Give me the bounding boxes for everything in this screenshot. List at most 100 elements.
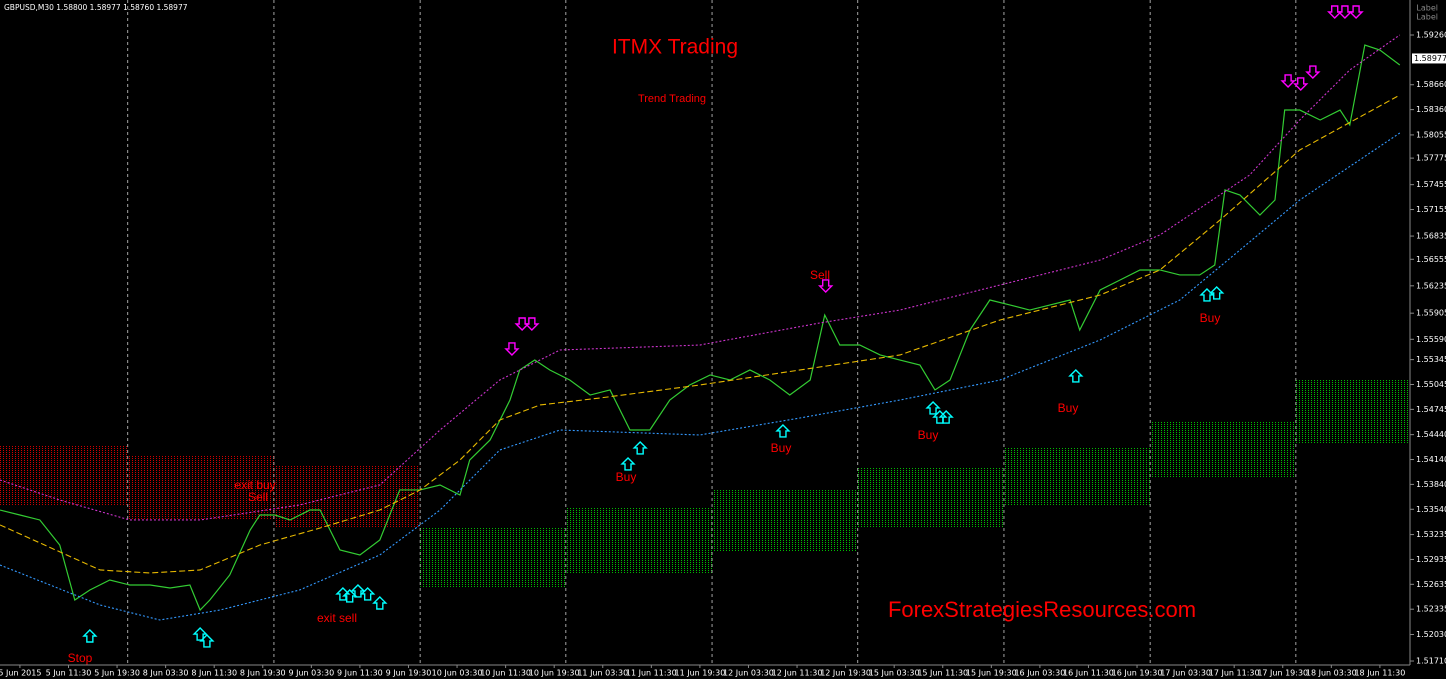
series-line: [0, 44, 1401, 612]
annotation: Buy: [1058, 401, 1079, 415]
y-tick-label: 1.55345: [1416, 355, 1446, 364]
y-tick-label: 1.55045: [1416, 380, 1446, 389]
watermark: ForexStrategiesResources.com: [888, 597, 1196, 622]
buy-arrow: [372, 596, 388, 610]
x-tick-label: 16 Jun 03:30: [1014, 669, 1065, 678]
y-tick-label: 1.59260: [1416, 30, 1446, 39]
zone: [127, 454, 274, 520]
sell-arrow: [1293, 77, 1309, 91]
zone: [420, 527, 566, 588]
sell-arrow: [818, 279, 834, 293]
x-tick-label: 12 Jun 03:30: [723, 669, 774, 678]
y-tick-label: 1.57455: [1416, 180, 1446, 189]
x-tick-label: 11 Jun 19:30: [674, 669, 725, 678]
x-tick-label: 9 Jun 19:30: [386, 669, 432, 678]
annotation: Stop: [68, 651, 93, 665]
y-tick-label: 1.55905: [1416, 309, 1446, 318]
y-tick-label: 1.52335: [1416, 605, 1446, 614]
x-tick-label: 15 Jun 11:30: [917, 669, 968, 678]
zone: [857, 466, 1004, 528]
annotation: exit buy: [234, 478, 275, 492]
sell-arrow: [524, 317, 540, 332]
x-tick-label: 5 Jun 19:30: [94, 669, 140, 678]
y-tick-label: 1.54745: [1416, 405, 1446, 414]
buy-arrow: [932, 410, 948, 424]
x-tick-label: 8 Jun 19:30: [240, 669, 286, 678]
x-tick-label: 8 Jun 03:30: [143, 669, 189, 678]
x-tick-label: 18 Jun 03:30: [1306, 669, 1357, 678]
corner-label: Label: [1416, 13, 1438, 22]
buy-arrow: [82, 629, 98, 643]
y-tick-label: 1.56555: [1416, 255, 1446, 264]
buy-arrow: [775, 423, 791, 438]
y-tick-label: 1.54140: [1416, 455, 1446, 464]
symbol-header: GBPUSD,M30 1.58800 1.58977 1.58760 1.589…: [4, 3, 188, 12]
buy-arrow: [1209, 285, 1225, 300]
buy-arrow: [925, 400, 941, 415]
y-tick-label: 1.52635: [1416, 580, 1446, 589]
x-tick-label: 16 Jun 19:30: [1112, 669, 1163, 678]
x-tick-label: 11 Jun 11:30: [626, 669, 677, 678]
x-tick-label: 9 Jun 03:30: [288, 669, 334, 678]
x-tick-label: 12 Jun 11:30: [772, 669, 823, 678]
buy-arrow: [1068, 368, 1084, 383]
corner-label: Label: [1416, 4, 1438, 13]
y-tick-label: 1.54440: [1416, 430, 1446, 439]
buy-arrow: [199, 633, 215, 648]
y-tick-label: 1.52935: [1416, 555, 1446, 564]
zone: [712, 489, 858, 552]
buy-arrow: [192, 627, 208, 641]
x-tick-label: 17 Jun 11:30: [1209, 669, 1260, 678]
x-tick-label: 10 Jun 03:30: [432, 669, 483, 678]
zone: [0, 445, 128, 505]
x-tick-label: 18 Jun 11:30: [1354, 669, 1405, 678]
y-tick-label: 1.53540: [1416, 505, 1446, 514]
x-tick-label: 17 Jun 03:30: [1160, 669, 1211, 678]
annotation: Buy: [616, 470, 637, 484]
x-tick-label: 11 Jun 03:30: [577, 669, 628, 678]
x-tick-label: 15 Jun 19:30: [966, 669, 1017, 678]
y-tick-label: 1.56235: [1416, 281, 1446, 290]
y-tick-label: 1.52030: [1416, 630, 1446, 639]
y-tick-label: 1.58660: [1416, 80, 1446, 89]
buy-arrow: [335, 586, 351, 601]
buy-arrow: [938, 410, 954, 424]
chart-title: ITMX Trading: [612, 36, 738, 59]
buy-arrow: [350, 583, 366, 598]
series-line: [0, 34, 1401, 521]
x-tick-label: 10 Jun 19:30: [529, 669, 580, 678]
buy-arrow: [632, 440, 648, 455]
x-tick-label: 5 Jun 2015: [0, 669, 41, 678]
buy-arrow: [1199, 287, 1215, 302]
zone: [565, 507, 713, 573]
sell-arrow: [1280, 74, 1296, 88]
y-tick-label: 1.58055: [1416, 130, 1446, 139]
y-tick-label: 1.58360: [1416, 105, 1446, 114]
series-line: [0, 94, 1401, 574]
zone: [1295, 380, 1410, 443]
zone: [273, 465, 421, 528]
buy-arrow: [620, 456, 636, 471]
annotation: Sell: [248, 490, 268, 504]
zone: [1150, 420, 1296, 479]
annotation: Buy: [918, 428, 939, 442]
annotation: Sell: [810, 268, 830, 282]
series-line: [0, 132, 1401, 621]
x-tick-label: 17 Jun 19:30: [1257, 669, 1308, 678]
x-tick-label: 5 Jun 11:30: [46, 669, 92, 678]
y-tick-label: 1.53235: [1416, 530, 1446, 539]
sell-arrow: [1348, 5, 1364, 19]
y-tick-label: 1.51710: [1416, 657, 1446, 666]
current-price-label: 1.58977: [1414, 54, 1446, 63]
x-tick-label: 16 Jun 11:30: [1063, 669, 1114, 678]
annotation: exit sell: [317, 611, 357, 625]
y-tick-label: 1.53840: [1416, 480, 1446, 489]
zone: [1003, 447, 1151, 505]
y-tick-label: 1.57155: [1416, 205, 1446, 214]
current-price-box: [1412, 53, 1446, 64]
x-tick-label: 10 Jun 11:30: [480, 669, 531, 678]
sell-arrow: [504, 342, 520, 356]
sell-arrow: [1305, 65, 1321, 80]
